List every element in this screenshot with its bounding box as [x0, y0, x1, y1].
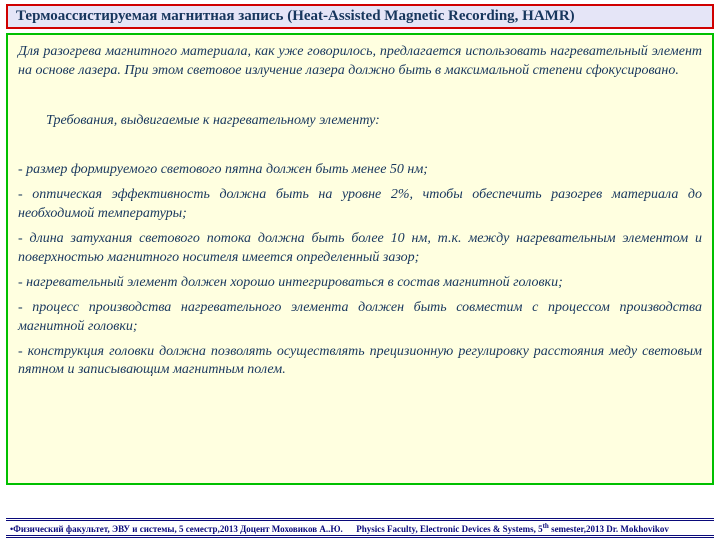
requirements-heading: Требования, выдвигаемые к нагревательном…: [18, 112, 702, 131]
requirement-item: - конструкция головки должна позволять о…: [18, 343, 702, 381]
footer-right-post: semester,2013 Dr. Mokhovikov: [549, 524, 669, 534]
requirement-item: - длина затухания светового потока должн…: [18, 230, 702, 268]
footer-right-pre: Physics Faculty, Electronic Devices & Sy…: [356, 524, 542, 534]
intro-paragraph: Для разогрева магнитного материала, как …: [18, 43, 702, 81]
slide-footer: •Физический факультет, ЭВУ и системы, 5 …: [6, 518, 714, 538]
slide-title: Термоассистируемая магнитная запись (Hea…: [6, 4, 714, 29]
requirement-item: - процесс производства нагревательного э…: [18, 299, 702, 337]
requirement-item: - нагревательный элемент должен хорошо и…: [18, 274, 702, 293]
footer-left: •Физический факультет, ЭВУ и системы, 5 …: [10, 524, 343, 534]
slide-body: Для разогрева магнитного материала, как …: [6, 33, 714, 485]
requirement-item: - размер формируемого светового пятна до…: [18, 161, 702, 180]
requirement-item: - оптическая эффективность должна быть н…: [18, 186, 702, 224]
